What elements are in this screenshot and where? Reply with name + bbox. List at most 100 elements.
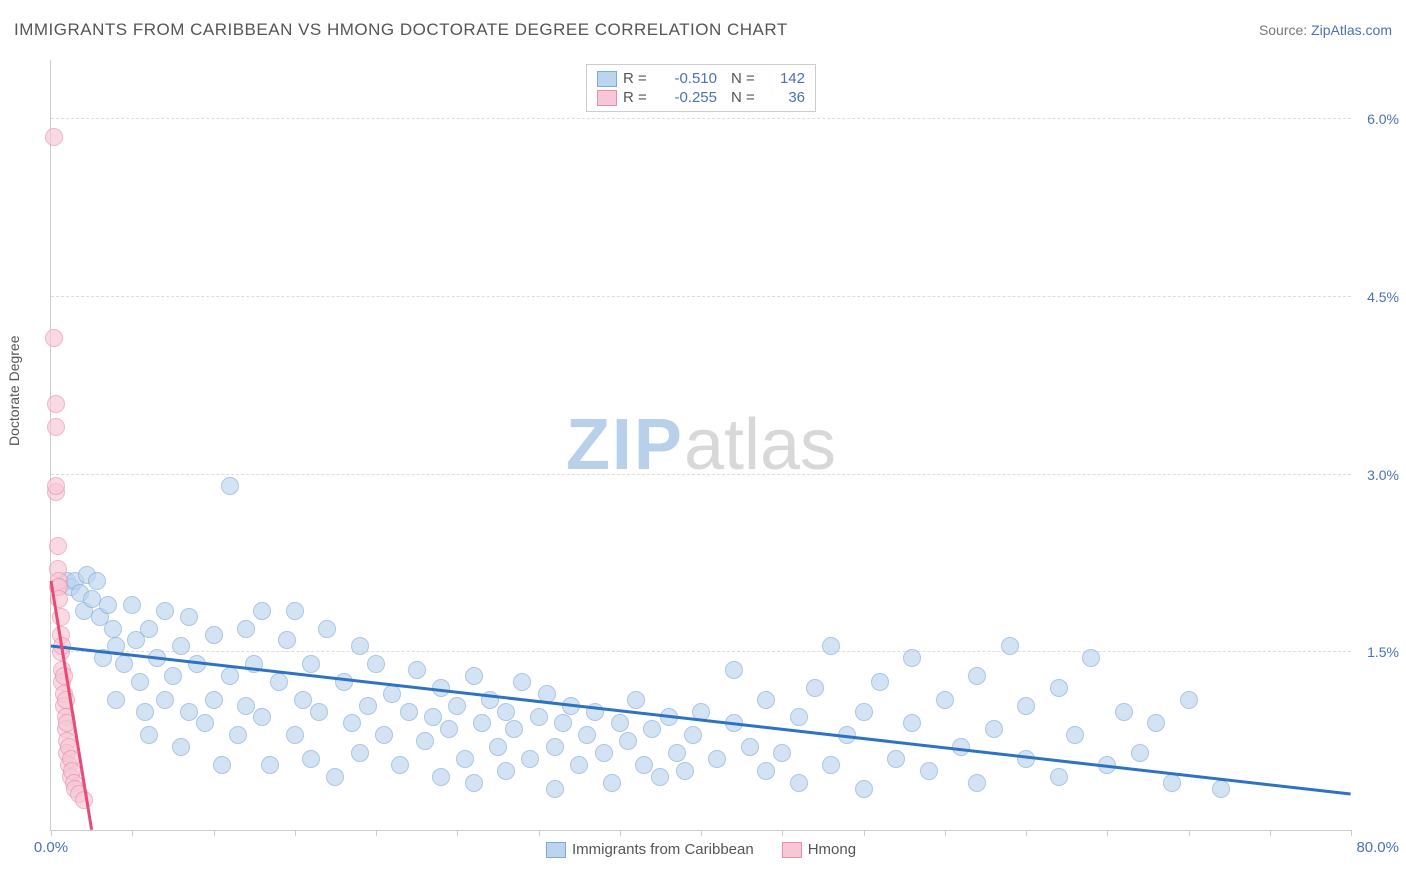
- scatter-point-caribbean: [123, 596, 141, 614]
- x-tick: [1026, 830, 1027, 836]
- scatter-point-caribbean: [635, 756, 653, 774]
- y-axis-title: Doctorate Degree: [6, 335, 22, 446]
- scatter-point-caribbean: [136, 703, 154, 721]
- scatter-point-caribbean: [619, 732, 637, 750]
- scatter-point-caribbean: [773, 744, 791, 762]
- scatter-point-caribbean: [546, 738, 564, 756]
- scatter-point-caribbean: [424, 708, 442, 726]
- r-value-hmong: -0.255: [661, 89, 717, 106]
- scatter-point-caribbean: [351, 744, 369, 762]
- y-tick-label: 4.5%: [1355, 289, 1399, 305]
- scatter-point-caribbean: [196, 714, 214, 732]
- scatter-point-caribbean: [465, 667, 483, 685]
- scatter-point-caribbean: [359, 697, 377, 715]
- scatter-point-caribbean: [156, 602, 174, 620]
- scatter-point-caribbean: [684, 726, 702, 744]
- x-tick: [457, 830, 458, 836]
- scatter-point-caribbean: [270, 673, 288, 691]
- scatter-point-caribbean: [180, 703, 198, 721]
- r-value-caribbean: -0.510: [661, 70, 717, 87]
- scatter-point-caribbean: [1131, 744, 1149, 762]
- scatter-point-caribbean: [213, 756, 231, 774]
- source-attribution: Source: ZipAtlas.com: [1259, 22, 1392, 38]
- scatter-point-caribbean: [221, 477, 239, 495]
- scatter-point-caribbean: [489, 738, 507, 756]
- scatter-point-caribbean: [757, 762, 775, 780]
- gridline: [51, 651, 1351, 652]
- x-tick: [1351, 830, 1352, 836]
- scatter-point-caribbean: [205, 626, 223, 644]
- scatter-point-caribbean: [440, 720, 458, 738]
- x-tick-label: 80.0%: [1356, 839, 1399, 856]
- scatter-point-caribbean: [140, 620, 158, 638]
- scatter-point-caribbean: [375, 726, 393, 744]
- scatter-point-caribbean: [521, 750, 539, 768]
- scatter-point-caribbean: [140, 726, 158, 744]
- scatter-point-caribbean: [253, 708, 271, 726]
- scatter-point-caribbean: [416, 732, 434, 750]
- scatter-point-caribbean: [570, 756, 588, 774]
- r-label: R =: [623, 70, 655, 87]
- scatter-point-caribbean: [1082, 649, 1100, 667]
- scatter-point-caribbean: [968, 667, 986, 685]
- y-tick-label: 6.0%: [1355, 111, 1399, 127]
- x-tick: [539, 830, 540, 836]
- scatter-point-caribbean: [530, 708, 548, 726]
- scatter-point-caribbean: [302, 655, 320, 673]
- scatter-point-caribbean: [473, 714, 491, 732]
- scatter-point-caribbean: [855, 703, 873, 721]
- scatter-point-caribbean: [1050, 679, 1068, 697]
- scatter-point-caribbean: [343, 714, 361, 732]
- swatch-caribbean: [597, 71, 617, 87]
- legend-row-hmong: R = -0.255 N = 36: [597, 88, 805, 107]
- scatter-point-caribbean: [578, 726, 596, 744]
- scatter-point-caribbean: [229, 726, 247, 744]
- scatter-point-caribbean: [286, 602, 304, 620]
- scatter-point-hmong: [47, 395, 65, 413]
- scatter-point-caribbean: [546, 780, 564, 798]
- gridline: [51, 296, 1351, 297]
- scatter-point-caribbean: [595, 744, 613, 762]
- scatter-point-caribbean: [1017, 697, 1035, 715]
- scatter-point-caribbean: [871, 673, 889, 691]
- scatter-point-caribbean: [790, 708, 808, 726]
- scatter-point-caribbean: [107, 691, 125, 709]
- scatter-point-caribbean: [920, 762, 938, 780]
- scatter-point-caribbean: [822, 756, 840, 774]
- n-label: N =: [731, 70, 763, 87]
- legend-label-hmong: Hmong: [808, 841, 856, 858]
- scatter-point-caribbean: [408, 661, 426, 679]
- scatter-point-caribbean: [131, 673, 149, 691]
- scatter-point-caribbean: [855, 780, 873, 798]
- gridline: [51, 118, 1351, 119]
- chart-title: IMMIGRANTS FROM CARIBBEAN VS HMONG DOCTO…: [14, 20, 788, 40]
- x-tick: [1189, 830, 1190, 836]
- n-value-hmong: 36: [769, 89, 805, 106]
- scatter-point-caribbean: [806, 679, 824, 697]
- n-value-caribbean: 142: [769, 70, 805, 87]
- scatter-point-caribbean: [164, 667, 182, 685]
- swatch-caribbean: [546, 842, 566, 858]
- scatter-point-caribbean: [104, 620, 122, 638]
- x-tick: [295, 830, 296, 836]
- scatter-point-caribbean: [294, 691, 312, 709]
- scatter-point-caribbean: [903, 649, 921, 667]
- x-tick: [620, 830, 621, 836]
- scatter-point-caribbean: [968, 774, 986, 792]
- scatter-point-caribbean: [172, 637, 190, 655]
- scatter-point-caribbean: [383, 685, 401, 703]
- x-tick: [945, 830, 946, 836]
- scatter-point-caribbean: [497, 762, 515, 780]
- scatter-point-caribbean: [627, 691, 645, 709]
- n-label: N =: [731, 89, 763, 106]
- scatter-point-caribbean: [822, 637, 840, 655]
- scatter-point-caribbean: [757, 691, 775, 709]
- x-tick: [782, 830, 783, 836]
- scatter-point-caribbean: [708, 750, 726, 768]
- scatter-point-caribbean: [790, 774, 808, 792]
- plot-area: ZIPatlas R = -0.510 N = 142 R = -0.255 N…: [50, 60, 1351, 831]
- scatter-point-caribbean: [1163, 774, 1181, 792]
- scatter-point-caribbean: [903, 714, 921, 732]
- scatter-point-caribbean: [1115, 703, 1133, 721]
- scatter-point-hmong: [47, 477, 65, 495]
